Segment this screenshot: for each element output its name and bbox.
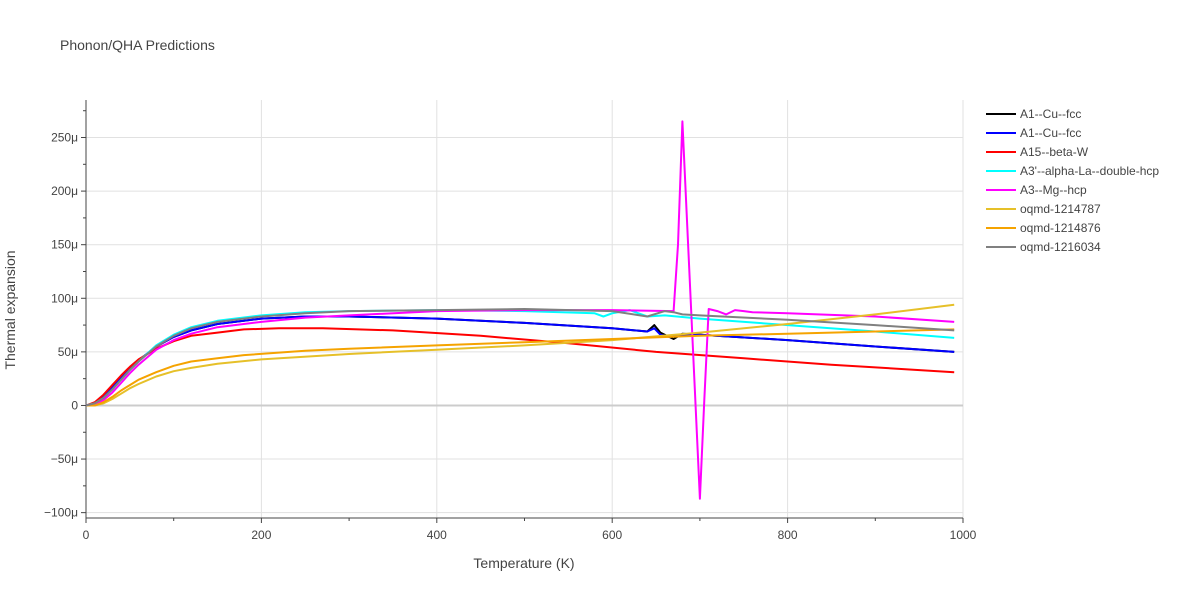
y-tick-label: −50μ — [51, 452, 78, 466]
legend-item-3[interactable]: A15--beta-W — [986, 145, 1089, 159]
legend-label: oqmd-1214876 — [1020, 221, 1101, 235]
legend-label: A15--beta-W — [1020, 145, 1089, 159]
y-tick-label: 0 — [71, 398, 78, 412]
x-tick-label: 200 — [251, 528, 271, 542]
y-tick-label: 50μ — [58, 345, 78, 359]
y-tick-label: 150μ — [51, 238, 78, 252]
series-line-3 — [85, 327, 955, 407]
x-tick-label: 800 — [778, 528, 798, 542]
x-axis-title: Temperature (K) — [473, 555, 574, 571]
tick-labels: 0 200 400 600 800 1000 −100μ −50μ 0 50μ 100μ 150μ 20… — [44, 131, 977, 542]
y-tick-label: 200μ — [51, 184, 78, 198]
series-line-7 — [86, 328, 955, 407]
legend-item-7[interactable]: oqmd-1214876 — [986, 221, 1101, 235]
y-tick-label: 250μ — [51, 131, 78, 145]
plot-area — [85, 120, 955, 500]
y-tick-label: −100μ — [44, 506, 78, 520]
chart-title: Phonon/QHA Predictions — [60, 37, 215, 53]
legend[interactable]: A1--Cu--fcc A1--Cu--fcc A15--beta-W A3'--al… — [986, 107, 1159, 254]
grid — [86, 100, 964, 518]
legend-item-1[interactable]: A1--Cu--fcc — [986, 107, 1081, 121]
x-tick-label: 1000 — [950, 528, 977, 542]
legend-label: A1--Cu--fcc — [1020, 107, 1081, 121]
legend-label: oqmd-1214787 — [1020, 202, 1101, 216]
legend-item-2[interactable]: A1--Cu--fcc — [986, 126, 1081, 140]
legend-item-6[interactable]: oqmd-1214787 — [986, 202, 1101, 216]
legend-label: oqmd-1216034 — [1020, 240, 1101, 254]
series-line-6 — [86, 303, 955, 407]
y-axis-title: Thermal expansion — [2, 250, 18, 369]
x-tick-label: 400 — [427, 528, 447, 542]
legend-label: A3'--alpha-La--double-hcp — [1020, 164, 1159, 178]
legend-label: A1--Cu--fcc — [1020, 126, 1081, 140]
legend-item-5[interactable]: A3--Mg--hcp — [986, 183, 1087, 197]
series-line-8 — [85, 308, 955, 407]
x-tick-label: 600 — [602, 528, 622, 542]
x-tick-label: 0 — [83, 528, 90, 542]
legend-item-8[interactable]: oqmd-1216034 — [986, 240, 1101, 254]
axes — [81, 100, 964, 523]
legend-label: A3--Mg--hcp — [1020, 183, 1087, 197]
legend-item-4[interactable]: A3'--alpha-La--double-hcp — [986, 164, 1159, 178]
y-tick-label: 100μ — [51, 291, 78, 305]
